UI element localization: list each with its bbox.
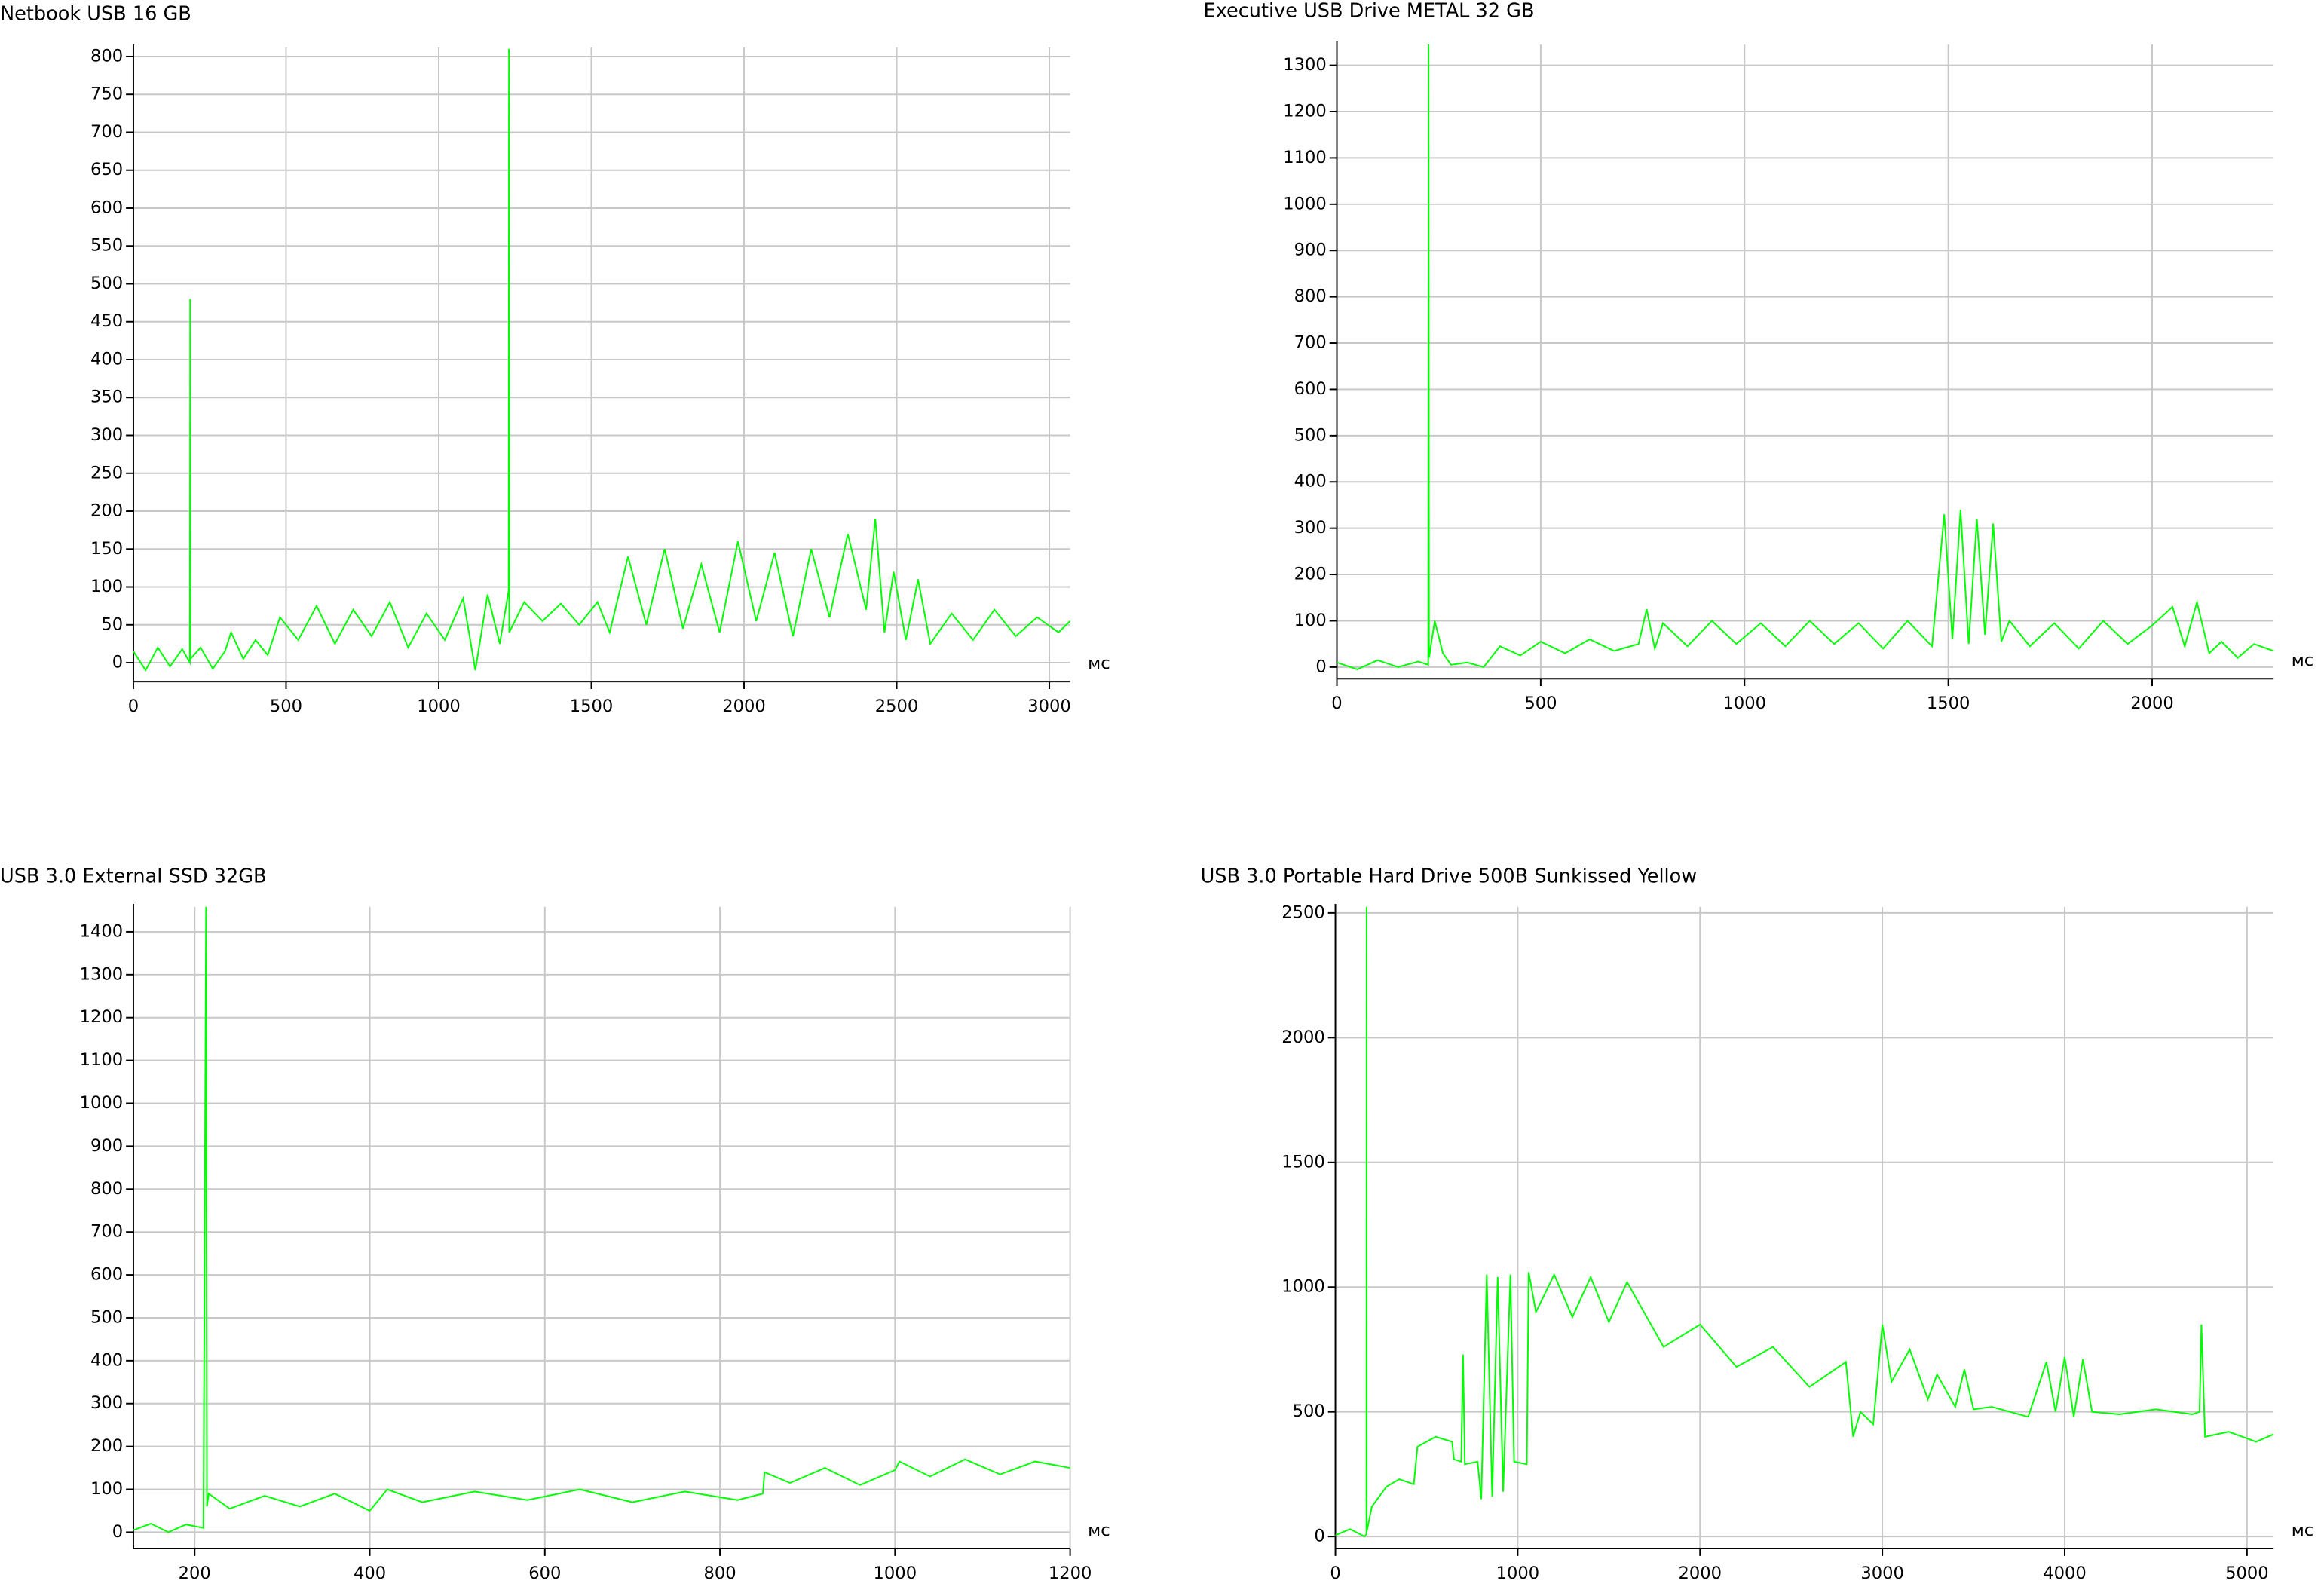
chart-title: USB 3.0 External SSD 32GB — [0, 865, 267, 888]
x-tick-label: 1500 — [1927, 694, 1970, 713]
x-tick-label: 1000 — [1723, 694, 1767, 713]
x-tick-label: 1000 — [417, 697, 461, 716]
y-tick-label: 700 — [90, 1222, 123, 1242]
x-axis-unit: мс — [2292, 651, 2313, 670]
x-tick-label: 600 — [528, 1564, 561, 1583]
y-tick-label: 200 — [90, 1436, 123, 1456]
x-tick-label: 2000 — [1679, 1564, 1722, 1583]
y-tick-label: 50 — [101, 614, 123, 634]
x-axis-unit: мс — [1088, 654, 1110, 673]
x-tick-label: 500 — [270, 697, 302, 716]
x-tick-label: 0 — [128, 697, 139, 716]
x-tick-label: 5000 — [2225, 1564, 2269, 1583]
y-tick-label: 1300 — [80, 964, 124, 984]
y-tick-label: 750 — [90, 84, 123, 104]
x-tick-label: 200 — [179, 1564, 211, 1583]
y-tick-label: 700 — [90, 122, 123, 142]
y-tick-label: 600 — [90, 1265, 123, 1285]
y-tick-label: 500 — [1294, 425, 1327, 445]
y-tick-label: 600 — [90, 198, 123, 217]
x-tick-label: 2000 — [2130, 694, 2174, 713]
x-tick-label: 3000 — [1027, 697, 1071, 716]
x-tick-label: 1000 — [874, 1564, 917, 1583]
y-tick-label: 900 — [90, 1136, 123, 1156]
y-tick-label: 1200 — [1283, 102, 1327, 121]
x-axis-unit: мс — [2292, 1521, 2313, 1540]
y-tick-label: 1300 — [1283, 55, 1327, 75]
y-tick-label: 650 — [90, 160, 123, 179]
y-tick-label: 100 — [1294, 611, 1327, 630]
chart-title: USB 3.0 Portable Hard Drive 500B Sunkiss… — [1201, 865, 1698, 888]
y-tick-label: 450 — [90, 311, 123, 331]
x-tick-label: 400 — [354, 1564, 386, 1583]
y-tick-label: 1100 — [80, 1050, 124, 1070]
x-axis-unit: мс — [1088, 1521, 1110, 1540]
y-tick-label: 1000 — [80, 1093, 124, 1113]
y-tick-label: 300 — [90, 425, 123, 445]
y-tick-label: 1200 — [80, 1007, 124, 1027]
x-tick-label: 800 — [703, 1564, 736, 1583]
y-tick-label: 1100 — [1283, 148, 1327, 167]
y-tick-label: 500 — [1293, 1402, 1325, 1421]
x-tick-label: 1200 — [1049, 1564, 1092, 1583]
y-tick-label: 800 — [90, 46, 123, 66]
y-tick-label: 100 — [90, 1479, 123, 1499]
y-tick-label: 1000 — [1283, 194, 1327, 213]
y-tick-label: 1000 — [1281, 1277, 1325, 1297]
x-tick-label: 0 — [1331, 694, 1342, 713]
chart-title: Executive USB Drive METAL 32 GB — [1204, 0, 1535, 23]
y-tick-label: 1500 — [1281, 1152, 1325, 1172]
data-line — [133, 48, 1071, 672]
y-tick-label: 200 — [1294, 565, 1327, 584]
x-tick-label: 4000 — [2043, 1564, 2087, 1583]
y-tick-label: 300 — [90, 1393, 123, 1413]
x-tick-label: 1500 — [570, 697, 614, 716]
y-tick-label: 200 — [90, 501, 123, 521]
y-tick-label: 150 — [90, 539, 123, 559]
y-tick-label: 550 — [90, 236, 123, 256]
y-tick-label: 350 — [90, 388, 123, 407]
y-tick-label: 400 — [1294, 472, 1327, 492]
x-tick-label: 1000 — [1496, 1564, 1540, 1583]
x-tick-label: 3000 — [1860, 1564, 1904, 1583]
y-tick-label: 1400 — [80, 921, 124, 941]
data-line — [133, 906, 1070, 1533]
x-tick-label: 2000 — [722, 697, 766, 716]
y-tick-label: 800 — [1294, 286, 1327, 306]
y-tick-label: 2000 — [1281, 1028, 1325, 1047]
data-line — [1335, 906, 2274, 1538]
y-tick-label: 400 — [90, 350, 123, 369]
y-tick-label: 500 — [90, 274, 123, 293]
y-tick-label: 700 — [1294, 333, 1327, 353]
x-tick-label: 0 — [1330, 1564, 1340, 1583]
y-tick-label: 800 — [90, 1179, 123, 1199]
y-tick-label: 300 — [1294, 518, 1327, 538]
x-tick-label: 500 — [1524, 694, 1557, 713]
y-tick-label: 0 — [1314, 1527, 1324, 1546]
y-tick-label: 2500 — [1281, 902, 1325, 922]
y-tick-label: 900 — [1294, 240, 1327, 260]
y-tick-label: 0 — [112, 653, 123, 672]
y-tick-label: 250 — [90, 463, 123, 482]
y-tick-label: 0 — [1315, 657, 1326, 676]
chart-title: Netbook USB 16 GB — [0, 3, 191, 26]
y-tick-label: 400 — [90, 1350, 123, 1370]
y-tick-label: 100 — [90, 577, 123, 596]
y-tick-label: 500 — [90, 1307, 123, 1327]
y-tick-label: 0 — [112, 1522, 123, 1542]
data-line — [1337, 44, 2274, 671]
x-tick-label: 2500 — [875, 697, 919, 716]
y-tick-label: 600 — [1294, 379, 1327, 399]
